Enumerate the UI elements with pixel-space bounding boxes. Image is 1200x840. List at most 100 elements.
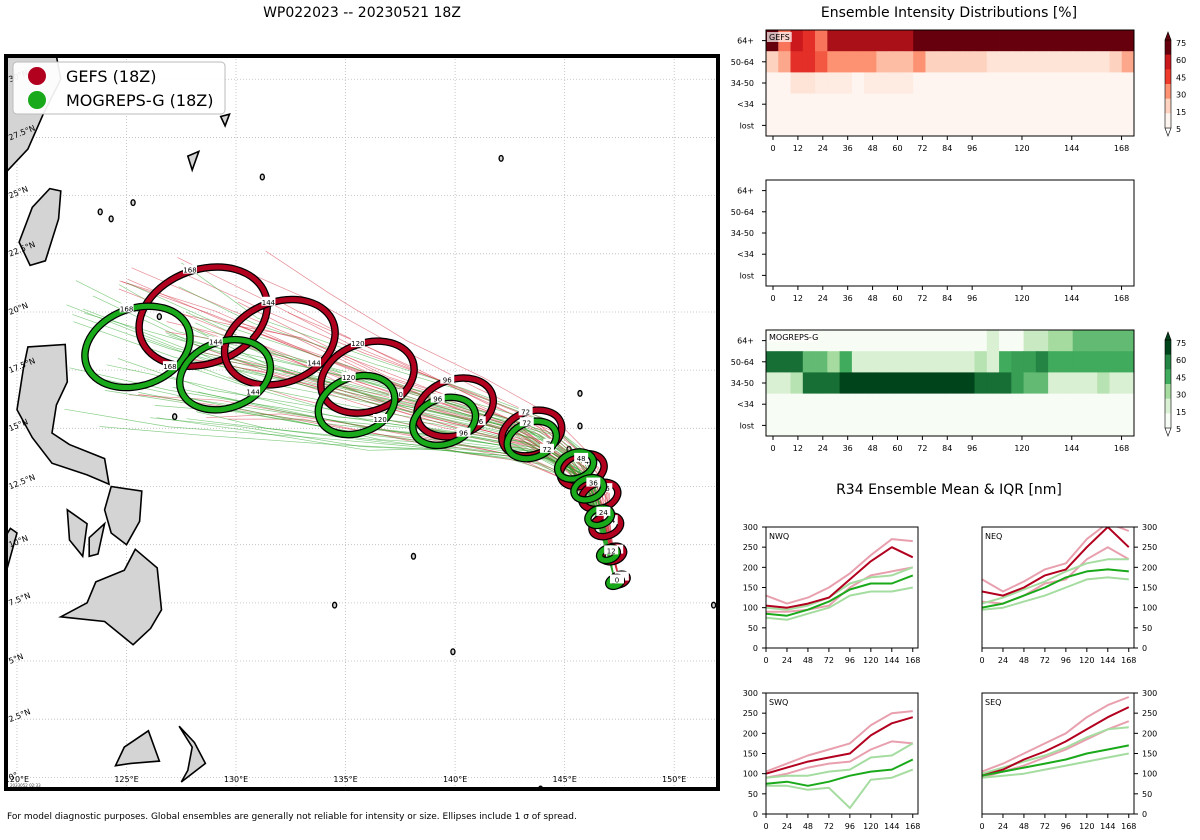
tau-label-bg bbox=[208, 336, 223, 346]
heatmap-cell bbox=[950, 114, 963, 137]
r34-y-label: 0 bbox=[753, 644, 758, 653]
heatmap-cell bbox=[925, 330, 939, 352]
tau-label: 96 bbox=[474, 418, 483, 426]
heatmap-cell bbox=[1060, 30, 1074, 52]
colorbar-frame bbox=[1164, 339, 1172, 429]
tau-label-bg bbox=[574, 452, 589, 462]
r34-x-label: 0 bbox=[763, 822, 768, 831]
heatmap-cell bbox=[937, 330, 951, 352]
heatmap-cell bbox=[1084, 114, 1098, 137]
heatmap-cell bbox=[1060, 72, 1074, 94]
heatmap-x-label: 60 bbox=[892, 144, 902, 153]
heatmap-cell bbox=[815, 51, 828, 73]
heatmap-cell bbox=[888, 414, 902, 437]
heatmap-cell bbox=[864, 330, 877, 352]
heatmap-cell bbox=[766, 414, 779, 437]
colorbar-segment bbox=[1165, 84, 1171, 99]
heatmap-row-label: lost bbox=[740, 121, 754, 130]
heatmap-cell bbox=[851, 51, 865, 73]
heatmap-cell bbox=[766, 393, 779, 416]
r34-series-line bbox=[982, 726, 1129, 775]
heatmap-cell bbox=[864, 393, 877, 416]
r34-x-label: 96 bbox=[845, 822, 855, 831]
heatmap-x-label: 36 bbox=[843, 444, 853, 453]
heatmap-cell bbox=[864, 114, 877, 137]
heatmap-cell bbox=[1035, 93, 1049, 116]
heatmap-cell bbox=[962, 351, 975, 373]
heatmap-cell bbox=[1060, 114, 1074, 137]
heatmap-cell bbox=[900, 414, 914, 437]
heatmap-cell bbox=[925, 93, 939, 116]
heatmap-cell bbox=[1023, 393, 1037, 416]
r34-y-label: 50 bbox=[1142, 624, 1152, 633]
heatmap-cell bbox=[851, 414, 865, 437]
colorbar-label: 15 bbox=[1176, 108, 1186, 117]
r34-title: R34 Ensemble Mean & IQR [nm] bbox=[836, 482, 1062, 498]
landmass bbox=[103, 485, 143, 546]
heatmap-cell bbox=[1097, 330, 1110, 352]
heatmap-cell bbox=[1109, 393, 1123, 416]
r34-y-label: 0 bbox=[1142, 644, 1147, 653]
heatmap-cell bbox=[925, 114, 939, 137]
heatmap-cell bbox=[815, 393, 828, 416]
heatmap-x-label: 96 bbox=[967, 444, 977, 453]
heatmap-cell bbox=[1048, 393, 1061, 416]
heatmap-cell bbox=[851, 330, 865, 352]
heatmap-cell bbox=[986, 51, 1000, 73]
tau-label: 72 bbox=[522, 419, 531, 427]
heatmap-label-bg bbox=[767, 332, 818, 342]
heatmap-cell bbox=[790, 93, 804, 116]
tau-label-bg bbox=[581, 455, 596, 465]
lon-tick-label: 125°E bbox=[114, 775, 138, 784]
lon-tick-label: 145°E bbox=[552, 775, 576, 784]
r34-panel: NWQ 0 50 100 150 200 250 300 0 24 48 72 96 120 144 168 bbox=[743, 523, 921, 665]
r34-series-line bbox=[982, 696, 1130, 773]
heatmap-cell bbox=[1097, 93, 1110, 116]
lat-tick-label: 0° bbox=[7, 770, 19, 782]
colorbar-label: 75 bbox=[1176, 339, 1186, 348]
tau-label: 144 bbox=[246, 388, 260, 396]
heatmap-cell bbox=[1011, 72, 1024, 94]
heatmap-cell bbox=[1035, 30, 1049, 52]
heatmap-cell bbox=[925, 72, 939, 94]
heatmap-cell bbox=[1011, 93, 1024, 116]
island bbox=[577, 389, 583, 397]
lon-tick-label: 120°E bbox=[5, 775, 29, 784]
heatmap-cell bbox=[1035, 114, 1049, 137]
heatmap-cell bbox=[1084, 372, 1098, 394]
heatmap-cell bbox=[937, 72, 951, 94]
r34-y-label: 300 bbox=[743, 689, 758, 698]
heatmap-cell bbox=[962, 93, 975, 116]
r34-series-line bbox=[982, 752, 1129, 779]
heatmap-cell bbox=[1121, 51, 1135, 73]
heatmap-cell bbox=[1048, 51, 1061, 73]
heatmap-x-label: 36 bbox=[843, 294, 853, 303]
heatmap-cell bbox=[778, 72, 791, 94]
heatmap-cell bbox=[1072, 114, 1086, 137]
landmass bbox=[178, 725, 207, 783]
r34-x-label: 0 bbox=[979, 822, 984, 831]
heatmap-cell bbox=[778, 372, 791, 394]
colorbar-label: 15 bbox=[1176, 408, 1186, 417]
heatmap-cell bbox=[888, 51, 902, 73]
r34-x-label: 96 bbox=[1061, 656, 1071, 665]
heatmap-cell bbox=[827, 93, 840, 116]
heatmap-x-label: 72 bbox=[917, 294, 927, 303]
heatmap-cell bbox=[766, 93, 779, 116]
heatmap-cell bbox=[1048, 351, 1061, 373]
colorbar-label: 30 bbox=[1176, 91, 1186, 100]
r34-panel-label: SWQ bbox=[769, 698, 788, 707]
heatmap-cell bbox=[1011, 330, 1024, 352]
heatmap-cell bbox=[986, 414, 1000, 437]
heatmap-cell bbox=[1121, 393, 1135, 416]
heatmap-cell bbox=[802, 93, 816, 116]
lon-tick-label: 150°E bbox=[662, 775, 686, 784]
heatmap-cell bbox=[974, 72, 988, 94]
colorbar-segment bbox=[1165, 369, 1171, 385]
heatmap-cell bbox=[790, 51, 804, 73]
heatmap-cell bbox=[790, 372, 804, 394]
r34-x-label: 168 bbox=[905, 656, 920, 665]
r34-x-label: 72 bbox=[1040, 656, 1050, 665]
heatmap-x-label: 84 bbox=[942, 144, 952, 153]
heatmap-cell bbox=[962, 414, 975, 437]
